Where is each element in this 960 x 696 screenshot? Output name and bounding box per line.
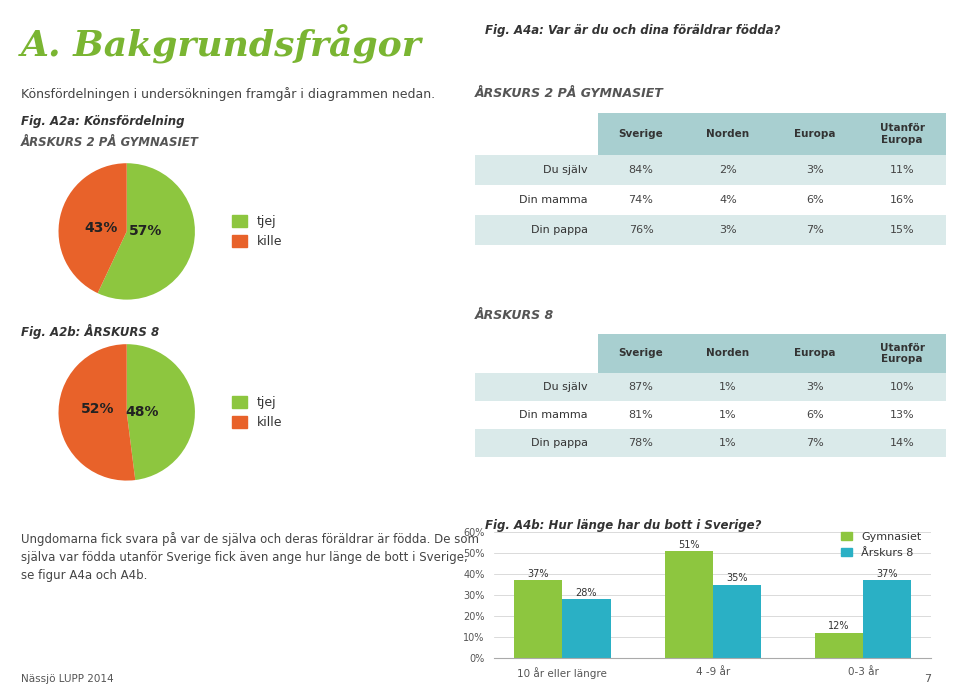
Text: Utanför
Europa: Utanför Europa [879,123,924,145]
Bar [597,334,946,373]
Text: 57%: 57% [130,224,162,239]
Text: Europa: Europa [794,349,836,358]
Text: 37%: 37% [528,569,549,579]
Bar [475,155,946,184]
Text: 1%: 1% [719,438,737,448]
Text: 13%: 13% [890,410,915,420]
Text: 7: 7 [924,674,931,683]
Text: 28%: 28% [576,587,597,598]
Text: Fig. A4a: Var är du och dina föräldrar födda?: Fig. A4a: Var är du och dina föräldrar f… [485,24,780,38]
Text: Europa: Europa [794,129,836,139]
Text: 76%: 76% [629,225,654,235]
Bar [475,184,946,215]
Text: Din pappa: Din pappa [531,438,588,448]
Legend: tjej, kille: tjej, kille [227,390,287,434]
Text: 7%: 7% [806,225,824,235]
Text: Din mamma: Din mamma [519,410,588,420]
Text: 37%: 37% [876,569,898,579]
Text: 84%: 84% [629,165,654,175]
Text: 10%: 10% [890,382,915,392]
Text: ÅRSKURS 2 PÅ GYMNASIET: ÅRSKURS 2 PÅ GYMNASIET [475,87,664,100]
Text: Fig. A4b: Hur länge har du bott i Sverige?: Fig. A4b: Hur länge har du bott i Sverig… [485,519,761,532]
Bar [475,373,946,401]
Text: 4%: 4% [719,195,737,205]
Text: 87%: 87% [629,382,654,392]
Text: Du själv: Du själv [543,382,588,392]
Text: ÅRSKURS 8: ÅRSKURS 8 [475,309,555,322]
Text: Du själv: Du själv [543,165,588,175]
Text: 2%: 2% [719,165,737,175]
Bar [863,580,911,658]
Text: Fig. A2b: ÅRSKURS 8: Fig. A2b: ÅRSKURS 8 [21,324,159,339]
Text: Nässjö LUPP 2014: Nässjö LUPP 2014 [21,674,113,683]
Text: 16%: 16% [890,195,915,205]
Text: 11%: 11% [890,165,915,175]
Wedge shape [59,344,135,480]
Text: Din pappa: Din pappa [531,225,588,235]
Wedge shape [59,164,127,293]
Text: Utanför
Europa: Utanför Europa [879,342,924,364]
Text: 15%: 15% [890,225,915,235]
Text: 1%: 1% [719,382,737,392]
Text: 3%: 3% [806,165,824,175]
Text: 74%: 74% [629,195,654,205]
Text: 81%: 81% [629,410,654,420]
Text: Din mamma: Din mamma [519,195,588,205]
Text: 7%: 7% [806,438,824,448]
Text: A. Bakgrundsfrågor: A. Bakgrundsfrågor [21,24,421,64]
Text: Sverige: Sverige [618,129,663,139]
Legend: tjej, kille: tjej, kille [227,209,287,253]
Text: 51%: 51% [678,539,700,550]
Legend: Gymnasiet, Årskurs 8: Gymnasiet, Årskurs 8 [836,528,925,562]
Text: Norden: Norden [707,349,750,358]
Text: 3%: 3% [806,382,824,392]
Text: Sverige: Sverige [618,349,663,358]
Text: 1%: 1% [719,410,737,420]
Text: 35%: 35% [726,573,748,583]
Bar [475,429,946,457]
Bar [815,633,863,658]
Wedge shape [98,164,195,300]
Text: 12%: 12% [828,621,850,631]
Bar [664,551,712,658]
Bar [712,585,761,658]
Text: Norden: Norden [707,129,750,139]
Text: 14%: 14% [890,438,915,448]
Bar [597,113,946,155]
Bar [515,580,563,658]
Text: 6%: 6% [806,410,824,420]
Text: 78%: 78% [629,438,654,448]
Text: ÅRSKURS 2 PÅ GYMNASIET: ÅRSKURS 2 PÅ GYMNASIET [21,136,199,149]
Text: 6%: 6% [806,195,824,205]
Text: Fig. A2a: Könsfördelning: Fig. A2a: Könsfördelning [21,115,184,128]
Text: Könsfördelningen i undersökningen framgår i diagrammen nedan.: Könsfördelningen i undersökningen framgå… [21,87,435,101]
Text: 43%: 43% [84,221,117,235]
Bar [475,215,946,245]
Wedge shape [127,344,195,480]
Text: Ungdomarna fick svara på var de själva och deras föräldrar är födda. De som
själ: Ungdomarna fick svara på var de själva o… [21,532,479,583]
Text: 3%: 3% [719,225,737,235]
Bar [475,401,946,429]
Text: 48%: 48% [125,405,158,420]
Bar [563,599,611,658]
Text: 52%: 52% [82,402,115,416]
